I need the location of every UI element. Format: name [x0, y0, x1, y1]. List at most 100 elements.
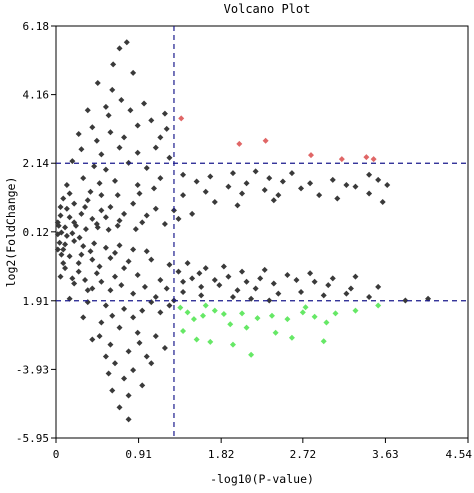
point-non-significant-202	[111, 249, 118, 256]
point-non-significant-181	[87, 188, 94, 195]
point-non-significant-82	[91, 240, 98, 247]
point-non-significant-18	[152, 144, 159, 151]
point-non-significant-203	[71, 219, 78, 226]
point-non-significant-119	[366, 294, 373, 301]
point-non-significant-172	[134, 149, 141, 156]
point-non-significant-192	[75, 260, 82, 267]
point-non-significant-188	[98, 278, 105, 285]
point-down-18	[229, 341, 236, 348]
point-non-significant-149	[102, 353, 109, 360]
point-non-significant-79	[62, 241, 69, 248]
x-tick-label-3: 2.72	[290, 448, 317, 461]
threshold-layer	[56, 26, 468, 438]
point-down-3	[180, 328, 187, 335]
point-non-significant-218	[54, 246, 61, 253]
point-non-significant-123	[130, 290, 137, 297]
point-non-significant-45	[288, 170, 295, 177]
point-non-significant-99	[261, 266, 268, 273]
point-non-significant-146	[125, 392, 132, 399]
point-non-significant-36	[261, 187, 268, 194]
plot-frame	[55, 25, 469, 439]
point-non-significant-138	[107, 341, 114, 348]
point-non-significant-102	[329, 275, 336, 282]
point-down-11	[284, 316, 291, 323]
point-non-significant-171	[82, 204, 89, 211]
points-layer	[54, 39, 432, 423]
point-non-significant-117	[320, 292, 327, 299]
point-non-significant-13	[89, 124, 96, 131]
point-non-significant-84	[116, 242, 123, 249]
point-non-significant-200	[60, 246, 67, 253]
point-down-19	[248, 351, 255, 358]
point-down-9	[254, 315, 261, 322]
plot-border	[55, 25, 469, 439]
point-non-significant-227	[96, 333, 103, 340]
point-non-significant-124	[152, 294, 159, 301]
point-non-significant-58	[189, 210, 196, 217]
point-non-significant-120	[71, 280, 78, 287]
point-non-significant-92	[125, 258, 132, 265]
point-non-significant-7	[102, 103, 109, 110]
point-non-significant-17	[98, 151, 105, 158]
point-non-significant-2	[116, 45, 123, 52]
point-non-significant-127	[84, 299, 91, 306]
point-non-significant-76	[69, 230, 76, 237]
point-up-0	[178, 115, 185, 122]
point-non-significant-162	[266, 297, 273, 304]
point-non-significant-78	[56, 239, 63, 246]
point-non-significant-211	[307, 180, 314, 187]
point-non-significant-128	[102, 302, 109, 309]
point-down-23	[202, 302, 209, 309]
point-non-significant-15	[121, 134, 128, 141]
point-non-significant-40	[334, 195, 341, 202]
x-tick-label-0: 0	[53, 448, 60, 461]
point-non-significant-214	[229, 170, 236, 177]
point-non-significant-91	[107, 254, 114, 261]
point-down-4	[200, 312, 207, 319]
point-non-significant-173	[116, 144, 123, 151]
point-non-significant-83	[102, 244, 109, 251]
point-down-13	[311, 313, 318, 320]
point-non-significant-216	[384, 181, 391, 188]
point-non-significant-44	[252, 168, 259, 175]
point-non-significant-103	[352, 273, 359, 280]
point-non-significant-52	[71, 200, 78, 207]
point-non-significant-184	[151, 185, 158, 192]
point-non-significant-198	[257, 275, 264, 282]
point-non-significant-207	[180, 192, 187, 199]
point-non-significant-41	[352, 183, 359, 190]
point-non-significant-220	[60, 260, 67, 267]
point-non-significant-65	[139, 219, 146, 226]
point-non-significant-222	[84, 287, 91, 294]
point-non-significant-1	[110, 61, 117, 68]
point-non-significant-16	[78, 146, 85, 153]
point-up-3	[308, 152, 315, 159]
point-non-significant-66	[161, 221, 168, 228]
point-non-significant-89	[78, 251, 85, 258]
point-non-significant-183	[136, 190, 143, 197]
point-non-significant-95	[184, 260, 191, 267]
point-non-significant-38	[298, 185, 305, 192]
point-down-14	[323, 319, 330, 326]
point-non-significant-23	[143, 164, 150, 171]
point-non-significant-130	[139, 307, 146, 314]
point-non-significant-180	[66, 190, 73, 197]
point-non-significant-219	[57, 204, 64, 211]
point-non-significant-106	[93, 270, 100, 277]
point-non-significant-143	[121, 375, 128, 382]
y-tick-label-4: 1.91	[23, 295, 50, 308]
point-non-significant-55	[130, 200, 137, 207]
point-non-significant-19	[166, 154, 173, 161]
point-non-significant-42	[366, 190, 373, 197]
point-non-significant-29	[134, 181, 141, 188]
point-non-significant-223	[148, 299, 155, 306]
point-non-significant-85	[130, 246, 137, 253]
point-non-significant-168	[143, 212, 150, 219]
point-non-significant-21	[91, 163, 98, 170]
point-non-significant-111	[198, 283, 205, 290]
point-non-significant-151	[189, 275, 196, 282]
point-down-10	[268, 312, 275, 319]
point-non-significant-191	[163, 285, 170, 292]
point-non-significant-144	[139, 382, 146, 389]
